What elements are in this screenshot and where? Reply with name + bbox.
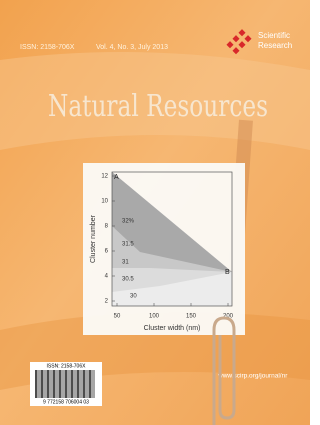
y-tick-label: 12 <box>101 174 108 180</box>
cover: ISSN: 2158-706X Vol. 4, No. 3, July 2013… <box>0 0 310 425</box>
page: ISSN: 2158-706X Vol. 4, No. 3, July 2013… <box>0 0 310 425</box>
corner-label: B <box>225 269 230 276</box>
barcode-digits: 9 772158 706004 03 <box>43 399 89 405</box>
x-axis-label: Cluster width (nm) <box>144 325 201 332</box>
publisher: Research <box>258 41 292 50</box>
publisher: Scientific <box>258 31 290 40</box>
x-tick-label: 100 <box>149 314 160 320</box>
contour-label: 30 <box>130 294 137 300</box>
journal-title: Natural Resources <box>48 89 268 124</box>
url: www.scirp.org/journal/nr <box>217 373 288 380</box>
barcode-issn: ISSN: 2158-706X <box>47 363 87 369</box>
x-tick-label: 150 <box>186 314 197 320</box>
contour-label: 32% <box>122 219 135 225</box>
x-tick-label: 50 <box>114 314 121 320</box>
contour-label: 31 <box>122 260 129 266</box>
corner-label: A <box>114 174 119 181</box>
volume: Vol. 4, No. 3, July 2013 <box>96 44 168 51</box>
y-tick-label: 10 <box>101 199 108 205</box>
issn: ISSN: 2158-706X <box>20 44 75 51</box>
y-axis-label: Cluster number <box>90 214 97 263</box>
contour-label: 30.5 <box>122 277 134 283</box>
contour-label: 31.5 <box>122 242 134 248</box>
